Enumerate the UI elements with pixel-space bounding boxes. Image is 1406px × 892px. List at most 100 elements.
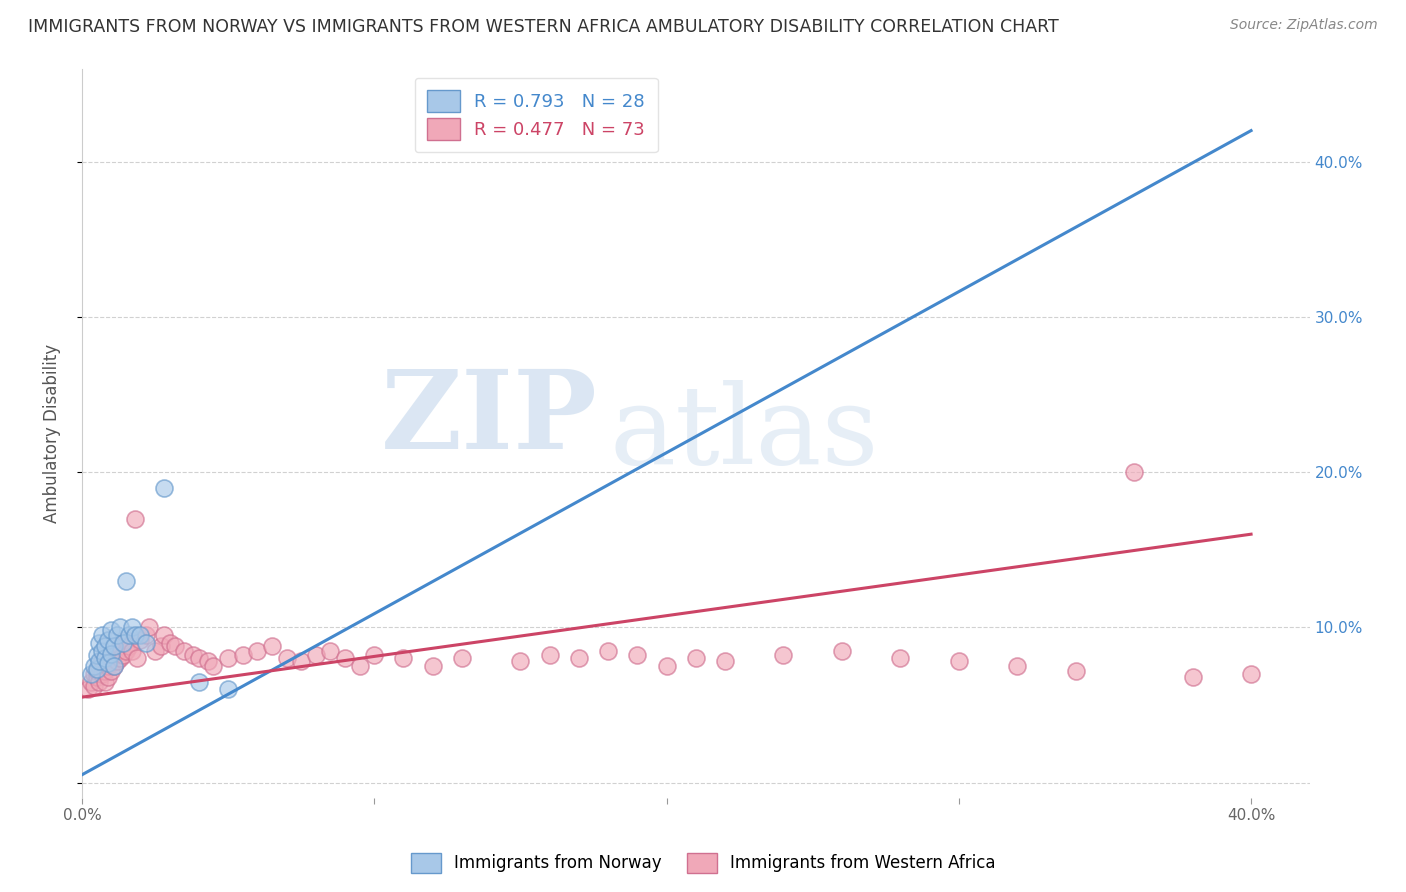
Point (86, 662, 108, 676)
Point (626, 648, 648, 663)
Point (538, 648, 561, 663)
Point (114, 632, 136, 647)
Point (392, 651, 415, 665)
Text: Source: ZipAtlas.com: Source: ZipAtlas.com (1230, 18, 1378, 32)
Point (349, 659, 371, 673)
Point (889, 651, 911, 665)
Point (105, 628, 128, 642)
Point (100, 664, 122, 678)
Point (1123, 465, 1146, 479)
Point (159, 636, 181, 650)
Point (181, 648, 204, 663)
Point (451, 651, 474, 665)
Point (1240, 666, 1263, 681)
Point (118, 628, 141, 642)
Point (108, 639, 131, 653)
Point (202, 659, 225, 673)
Point (187, 674, 209, 689)
Point (80, 666, 103, 681)
Point (111, 636, 134, 650)
Point (1007, 659, 1029, 673)
Text: atlas: atlas (610, 380, 879, 487)
Text: IMMIGRANTS FROM NORWAY VS IMMIGRANTS FROM WESTERN AFRICA AMBULATORY DISABILITY C: IMMIGRANTS FROM NORWAY VS IMMIGRANTS FRO… (28, 18, 1059, 36)
Point (121, 620, 143, 634)
Point (114, 643, 136, 657)
Point (76, 682, 98, 697)
Point (305, 648, 328, 663)
Point (127, 651, 149, 665)
Point (91, 655, 114, 669)
Point (165, 639, 187, 653)
Point (83, 666, 105, 681)
Point (91, 643, 114, 657)
Point (152, 481, 174, 495)
Point (108, 651, 131, 665)
Point (86, 670, 108, 684)
Point (114, 574, 136, 588)
Point (152, 628, 174, 642)
Point (91, 666, 114, 681)
Point (596, 643, 619, 657)
Point (89, 636, 111, 650)
Point (94, 674, 117, 689)
Point (135, 636, 157, 650)
Point (197, 655, 219, 669)
Point (103, 659, 125, 673)
Point (509, 655, 531, 669)
Point (173, 643, 195, 657)
Point (118, 639, 141, 653)
Point (333, 651, 356, 665)
Point (89, 674, 111, 689)
Point (135, 628, 157, 642)
Point (217, 651, 239, 665)
Point (94, 664, 117, 678)
Point (89, 659, 111, 673)
Point (83, 659, 105, 673)
Point (111, 648, 134, 663)
Point (108, 620, 131, 634)
Point (105, 643, 128, 657)
Point (149, 639, 172, 653)
Point (422, 659, 444, 673)
Point (100, 624, 122, 638)
Point (97, 670, 120, 684)
Point (138, 620, 160, 634)
Point (143, 643, 166, 657)
Point (655, 659, 678, 673)
Legend: R = 0.793   N = 28, R = 0.477   N = 73: R = 0.793 N = 28, R = 0.477 N = 73 (415, 78, 658, 153)
Point (91, 628, 114, 642)
Point (232, 648, 254, 663)
Point (772, 648, 794, 663)
Point (97, 659, 120, 673)
Point (129, 628, 152, 642)
Point (246, 643, 269, 657)
Legend: Immigrants from Norway, Immigrants from Western Africa: Immigrants from Norway, Immigrants from … (404, 847, 1002, 880)
Point (121, 643, 143, 657)
Point (290, 655, 312, 669)
Point (103, 639, 125, 653)
Point (103, 659, 125, 673)
Point (97, 656, 120, 670)
Point (1064, 664, 1087, 678)
Point (100, 647, 122, 661)
Point (217, 682, 239, 697)
Point (319, 643, 342, 657)
Point (83, 679, 105, 693)
Point (363, 648, 385, 663)
Point (124, 511, 146, 525)
Text: ZIP: ZIP (381, 365, 598, 472)
Point (124, 628, 146, 642)
Point (568, 651, 591, 665)
Point (105, 655, 128, 669)
Point (86, 664, 108, 678)
Point (97, 632, 120, 647)
Point (86, 648, 108, 663)
Point (187, 651, 209, 665)
Point (260, 639, 283, 653)
Point (89, 655, 111, 669)
Point (685, 651, 707, 665)
Point (1181, 670, 1204, 684)
Point (94, 651, 117, 665)
Y-axis label: Ambulatory Disability: Ambulatory Disability (44, 343, 60, 523)
Point (714, 655, 737, 669)
